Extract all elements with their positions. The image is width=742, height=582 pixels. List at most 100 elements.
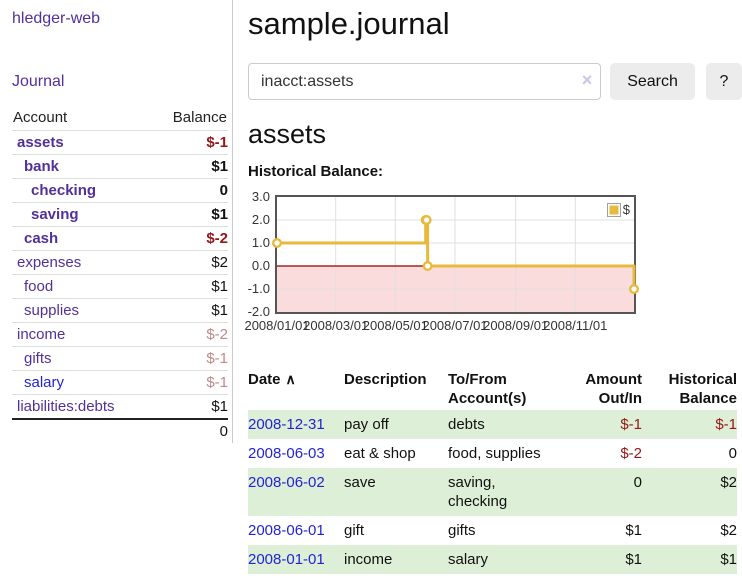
register-rows: 2008-12-31 pay off debts $-1 $-1 2008-06-03 ea… [248,410,737,574]
register-description-cell: save [344,474,376,491]
transaction-date-link[interactable]: 2008-01-01 [248,551,325,568]
sidebar-account-link[interactable]: gifts [24,350,52,367]
sidebar-item-journal[interactable]: Journal [12,73,65,90]
sidebar-account-row: assets $-1 [12,130,228,154]
header-line: To/From [448,371,507,388]
account-line: gifts [448,522,476,539]
chart-title: Historical Balance: [248,163,384,180]
sidebar-accounts-table: Account Balance assets $-1 bank $1 checking 0… [12,106,228,443]
y-axis-tick-label: 3.0 [251,189,270,204]
register-row: 2008-12-31 pay off debts $-1 $-1 [248,410,737,439]
chart-canvas [272,197,640,312]
sidebar-account-balance: $-2 [206,326,228,343]
search-bar: × Search ? [248,63,742,100]
sidebar-account-link[interactable]: cash [24,230,59,247]
register-column-header: Description [344,370,448,408]
register-table: Date ∧ Description To/From Account(s) Amount O… [248,370,737,574]
account-column-header: Account [13,109,68,126]
data-point [272,238,282,249]
account-line: debts [448,416,485,433]
sidebar: hledger-web Journal Account Balance asse… [0,0,233,443]
account-heading: assets [248,119,327,149]
register-amount-cell: $-2 [620,445,642,462]
register-header: Date ∧ Description To/From Account(s) Amount O… [248,370,737,408]
search-button[interactable]: Search [610,63,695,100]
header-line: Amount [585,371,642,388]
balance-column-header: Balance [172,109,227,126]
header-line: Out/In [598,390,642,407]
sidebar-account-row: food $1 [12,274,228,298]
register-amount-cell: 0 [633,474,642,491]
x-axis-tick-label: 2008/09/01 [483,318,549,333]
sidebar-table-header: Account Balance [12,106,228,130]
sidebar-account-link[interactable]: supplies [24,302,80,319]
register-accounts-cell: food, supplies [448,444,566,463]
sidebar-account-rows: assets $-1 bank $1 checking 0 saving $1 cash $-2 e… [12,130,228,418]
header-line: Balance [679,390,737,407]
register-accounts-cell: gifts [448,521,566,540]
sidebar-account-row: income $-2 [12,322,228,346]
register-column-header: Historical Balance [642,370,737,408]
sidebar-account-row: bank $1 [12,154,228,178]
register-date-cell: 2008-01-01 [248,550,344,569]
sidebar-account-row: expenses $2 [12,250,228,274]
search-input[interactable] [248,63,602,100]
x-axis-tick-label: 2008/01/01 [244,318,310,333]
register-row: 2008-06-03 eat & shop food, supplies $-2 0 [248,439,737,468]
sidebar-account-link[interactable]: bank [24,158,60,175]
x-axis-tick-label: 2008/03/01 [303,318,369,333]
register-amount-cell: $-1 [620,416,642,433]
sidebar-account-row: gifts $-1 [12,346,228,370]
sidebar-account-link[interactable]: assets [17,134,64,151]
transaction-date-link[interactable]: 2008-12-31 [248,416,325,433]
sidebar-account-link[interactable]: checking [31,182,97,199]
sidebar-account-balance: $1 [211,302,228,319]
y-axis-tick-label: 0.0 [251,258,270,273]
register-balance-cell: $2 [720,474,737,491]
sidebar-account-link[interactable]: expenses [17,254,82,271]
sidebar-total-row: 0 [12,418,228,443]
historical-balance-chart: $ 3.0 2.0 1.0 0.0 -1.0 -2.0 2008/01/01 2008/03/… [244,189,640,333]
register-date-cell: 2008-06-03 [248,444,344,463]
sidebar-account-balance: $1 [211,206,228,223]
transaction-date-link[interactable]: 2008-06-01 [248,522,325,539]
header-line: Historical [668,371,737,388]
sidebar-account-link[interactable]: saving [31,206,79,223]
register-row: 2008-06-01 gift gifts $1 $2 [248,516,737,545]
register-amount-cell: $1 [625,551,642,568]
sidebar-account-link[interactable]: salary [24,374,65,391]
help-button[interactable]: ? [705,63,742,100]
sidebar-account-link[interactable]: income [17,326,66,343]
sidebar-account-link[interactable]: liabilities:debts [17,398,115,415]
account-line: saving, [448,474,496,491]
register-accounts-cell: saving, checking [448,473,566,511]
register-description-cell: income [344,551,393,568]
sidebar-account-row: checking 0 [12,178,228,202]
sidebar-account-balance: $-1 [206,134,228,151]
sidebar-account-row: cash $-2 [12,226,228,250]
y-axis-tick-label: -1.0 [247,281,270,296]
search-box: × [248,63,602,100]
sidebar-account-row: salary $-1 [12,370,228,394]
data-point [421,215,432,226]
x-axis-tick-label: 2008/11/01 [543,318,608,333]
sidebar-account-balance: $1 [211,398,228,415]
clear-search-icon[interactable]: × [581,70,593,90]
sidebar-account-row: saving $1 [12,202,228,226]
sidebar-account-row: liabilities:debts $1 [12,394,228,418]
transaction-date-link[interactable]: 2008-06-03 [248,445,325,462]
chart-legend: $ [606,202,630,217]
transaction-date-link[interactable]: 2008-06-02 [248,474,325,491]
legend-label: $ [622,202,630,217]
sidebar-account-link[interactable]: food [24,278,54,295]
sort-asc-icon: ∧ [285,371,296,387]
register-date-cell: 2008-06-02 [248,473,344,492]
register-date-cell: 2008-12-31 [248,415,344,434]
sidebar-account-balance: $1 [211,278,228,295]
sidebar-account-balance: 0 [219,182,228,199]
register-description-cell: gift [344,522,365,539]
register-description-cell: pay off [344,416,389,433]
register-column-header[interactable]: Date ∧ [248,370,344,408]
app-title-link[interactable]: hledger-web [12,10,101,27]
data-point [422,260,433,271]
